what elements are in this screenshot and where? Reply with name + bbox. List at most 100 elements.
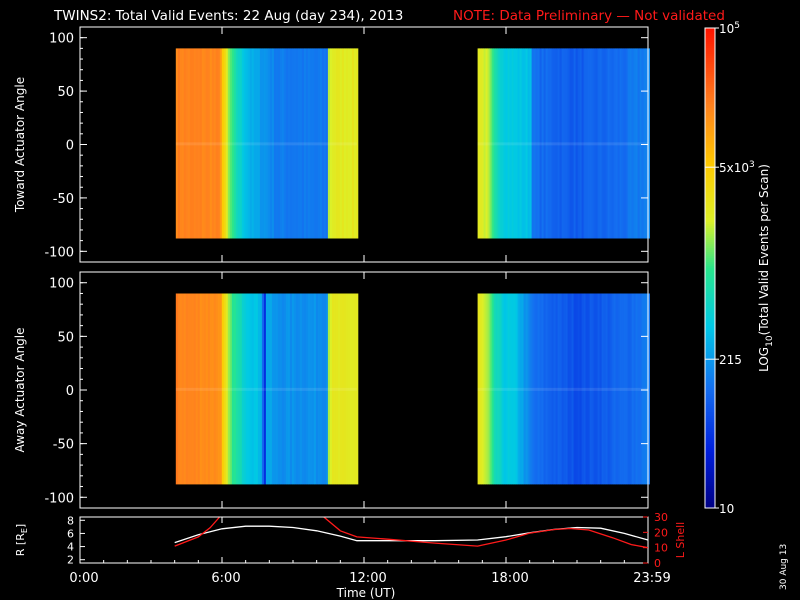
- heat-column: [271, 293, 275, 485]
- heat-column: [279, 293, 283, 485]
- heat-column: [327, 293, 331, 485]
- heat-column: [531, 48, 534, 239]
- colorbar-cell: [705, 60, 715, 63]
- colorbar-cell: [705, 312, 715, 315]
- orbit-left-ylabel: R [RE]: [14, 524, 29, 556]
- colorbar-cell: [705, 446, 715, 449]
- colorbar-cell: [705, 232, 715, 235]
- colorbar-cell: [705, 190, 715, 193]
- colorbar-cell: [705, 188, 715, 191]
- colorbar-cell: [705, 370, 715, 373]
- heat-column: [205, 293, 209, 485]
- colorbar-cell: [705, 282, 715, 285]
- heat-column: [585, 293, 588, 485]
- colorbar-cell: [705, 332, 715, 335]
- heat-column: [349, 48, 353, 239]
- heat-column: [559, 293, 562, 485]
- heat-column: [187, 293, 191, 485]
- colorbar-cell: [705, 342, 715, 345]
- heat-column: [259, 293, 263, 485]
- colorbar-cell: [705, 242, 715, 245]
- heat-column: [637, 293, 640, 485]
- colorbar-cell: [705, 452, 715, 455]
- heat-column: [477, 48, 480, 239]
- colorbar-cell: [705, 336, 715, 339]
- heat-column: [177, 293, 181, 485]
- heat-column: [239, 48, 243, 239]
- colorbar-cell: [705, 176, 715, 179]
- heat-column: [497, 293, 500, 485]
- heat-column: [547, 48, 550, 239]
- colorbar-cell: [705, 40, 715, 43]
- heat-column: [221, 293, 225, 485]
- colorbar-cell: [705, 318, 715, 321]
- zero-angle-band: [477, 387, 648, 391]
- heat-column: [233, 293, 237, 485]
- colorbar-cell: [705, 276, 715, 279]
- colorbar-cell: [705, 122, 715, 125]
- colorbar-cell: [705, 262, 715, 265]
- heat-column: [627, 293, 630, 485]
- heat-column: [197, 48, 201, 239]
- heatmap-bottom: [175, 293, 650, 485]
- colorbar-cell: [705, 36, 715, 39]
- heat-column: [279, 48, 283, 239]
- heat-column: [557, 293, 560, 485]
- heat-column: [241, 48, 245, 239]
- colorbar-cell: [705, 314, 715, 317]
- heat-column: [619, 293, 622, 485]
- heat-column: [291, 293, 295, 485]
- heat-column: [493, 293, 496, 485]
- heat-column: [313, 48, 317, 239]
- colorbar-cell: [705, 420, 715, 423]
- heat-column: [213, 293, 217, 485]
- colorbar-cell: [705, 442, 715, 445]
- heat-column: [289, 293, 293, 485]
- heat-column: [321, 48, 325, 239]
- colorbar-cell: [705, 132, 715, 135]
- colorbar-cell: [705, 78, 715, 81]
- colorbar-cell: [705, 506, 715, 509]
- heat-column: [347, 48, 351, 239]
- colorbar-cell: [705, 392, 715, 395]
- colorbar-cell: [705, 140, 715, 143]
- heat-column: [609, 48, 612, 239]
- colorbar-cell: [705, 226, 715, 229]
- heat-column: [643, 48, 646, 239]
- heat-column: [353, 293, 357, 485]
- heat-column: [251, 48, 255, 239]
- heat-column: [349, 293, 353, 485]
- heat-column: [575, 48, 578, 239]
- heat-column: [485, 293, 488, 485]
- heat-column: [283, 48, 287, 239]
- heat-column: [597, 48, 600, 239]
- heat-column: [325, 293, 329, 485]
- colorbar-label: LOG10(Total Valid Events per Scan): [757, 164, 775, 372]
- colorbar-cell: [705, 388, 715, 391]
- heat-column: [515, 48, 518, 239]
- heat-column: [487, 293, 490, 485]
- colorbar-cell: [705, 198, 715, 201]
- heat-column: [323, 48, 327, 239]
- heat-column: [201, 293, 205, 485]
- heat-column: [551, 48, 554, 239]
- heat-column: [575, 293, 578, 485]
- colorbar-cell: [705, 364, 715, 367]
- ytick-label: -50: [53, 438, 74, 453]
- heat-column: [193, 48, 197, 239]
- colorbar-cell: [705, 110, 715, 113]
- colorbar-cell: [705, 440, 715, 443]
- heat-column: [323, 293, 327, 485]
- heat-column: [565, 293, 568, 485]
- colorbar-cell: [705, 468, 715, 471]
- heat-column: [625, 293, 628, 485]
- heat-column: [355, 293, 359, 485]
- heat-column: [225, 293, 229, 485]
- heat-column: [613, 48, 616, 239]
- heat-column: [527, 293, 530, 485]
- orbit-ytick-left-label: 6: [67, 527, 74, 540]
- heat-column: [191, 48, 195, 239]
- heat-column: [231, 293, 235, 485]
- heat-column: [203, 293, 207, 485]
- heat-column: [529, 293, 532, 485]
